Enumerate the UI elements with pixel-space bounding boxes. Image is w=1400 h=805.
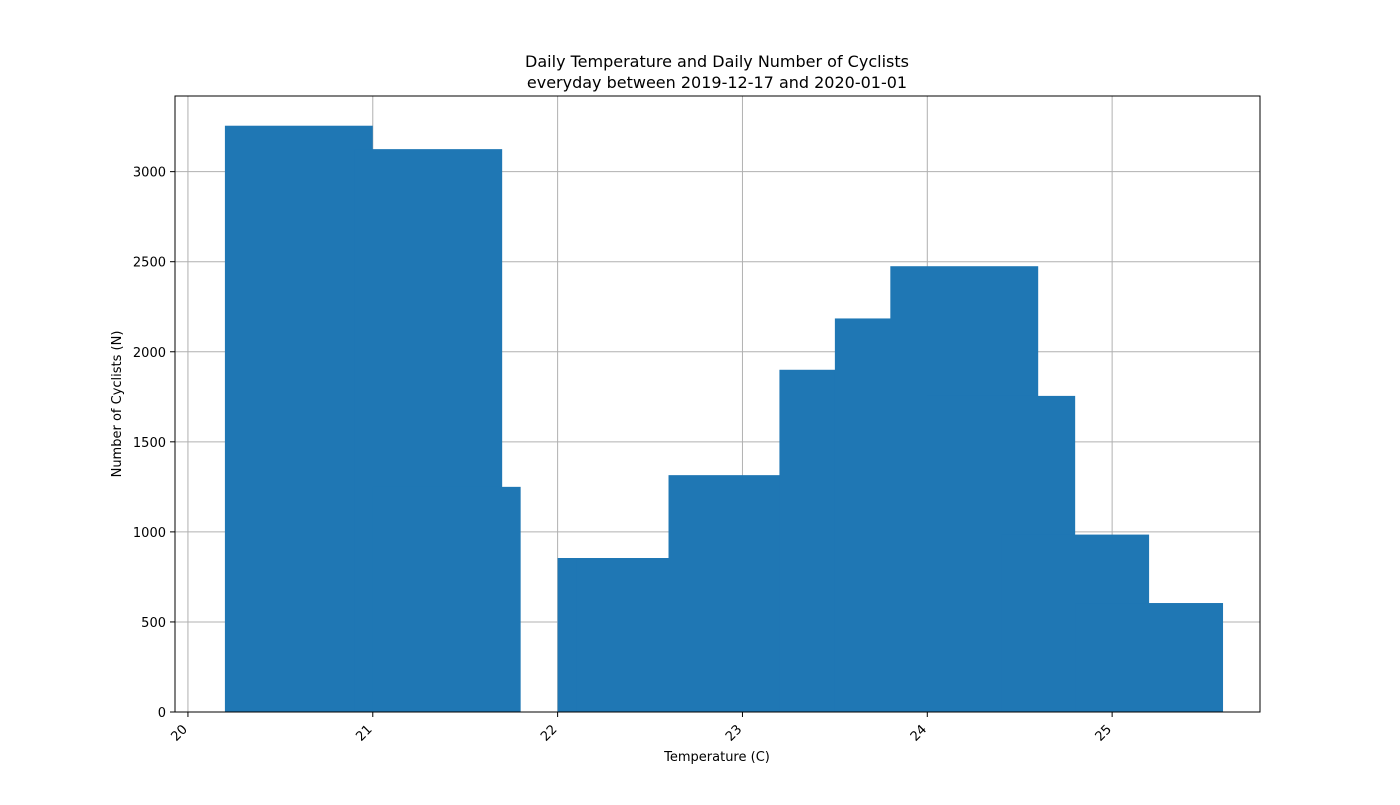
bar-2 bbox=[372, 486, 521, 712]
y-axis-label: Number of Cyclists (N) bbox=[110, 331, 125, 478]
chart-title: Daily Temperature and Daily Number of Cy… bbox=[525, 52, 909, 71]
x-axis-ticks: 20 21 22 23 24 25 bbox=[168, 712, 1115, 745]
x-tick-label: 24 bbox=[908, 722, 930, 744]
y-tick-label: 1500 bbox=[133, 436, 166, 451]
x-axis-label: Temperature (C) bbox=[663, 750, 770, 765]
y-tick-label: 1000 bbox=[133, 526, 166, 541]
bars-group bbox=[224, 125, 1224, 712]
bar-11 bbox=[1075, 603, 1224, 712]
y-tick-label: 3000 bbox=[133, 166, 166, 181]
x-tick-label: 25 bbox=[1093, 722, 1115, 744]
x-tick-label: 23 bbox=[723, 722, 745, 744]
chart-subtitle: everyday between 2019-12-17 and 2020-01-… bbox=[527, 73, 907, 92]
x-tick-label: 21 bbox=[353, 722, 375, 744]
y-tick-label: 2000 bbox=[133, 346, 166, 361]
x-tick-label: 22 bbox=[538, 722, 560, 744]
plot-frame bbox=[174, 95, 1261, 713]
bar-0 bbox=[224, 125, 373, 712]
y-tick-label: 0 bbox=[158, 706, 166, 721]
y-tick-label: 500 bbox=[141, 616, 166, 631]
y-axis-ticks: 0 500 1000 1500 2000 2500 3000 bbox=[133, 166, 175, 721]
x-tick-label: 20 bbox=[168, 722, 190, 744]
y-tick-label: 2500 bbox=[133, 256, 166, 271]
